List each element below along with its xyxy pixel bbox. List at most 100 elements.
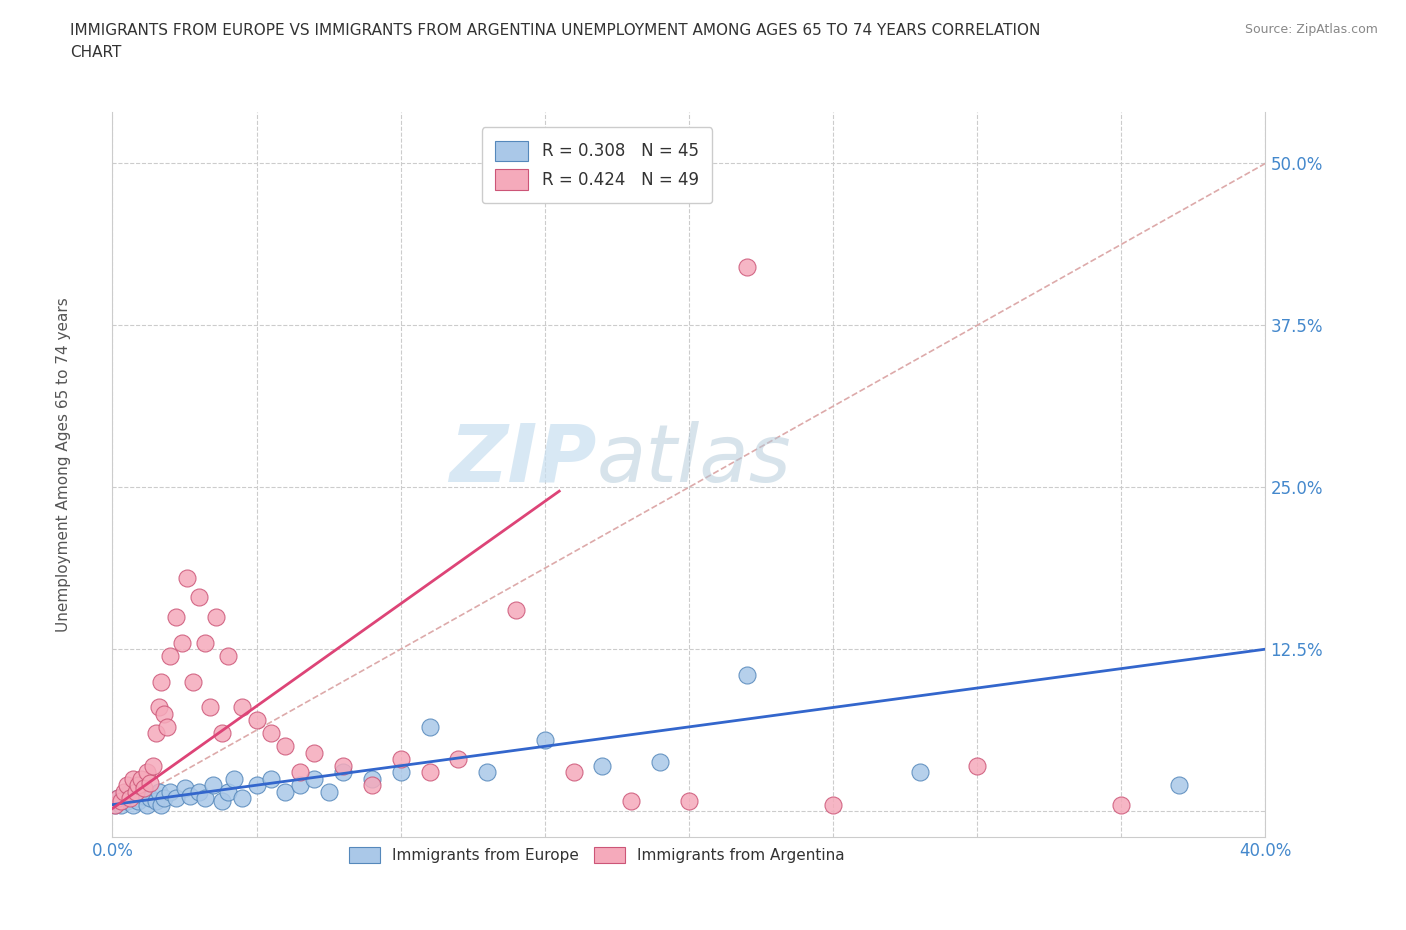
Point (139, 776, 162, 790)
Point (181, 674, 204, 689)
Point (159, 648, 181, 663)
Text: atlas: atlas (596, 420, 792, 498)
Point (121, 771, 143, 786)
Point (211, 726, 233, 741)
Point (194, 635, 217, 650)
Point (246, 713, 269, 728)
Point (318, 784, 340, 799)
Point (534, 733, 557, 748)
Point (129, 784, 153, 799)
Text: CHART: CHART (70, 45, 122, 60)
Point (260, 726, 283, 741)
Point (165, 790, 187, 805)
Point (966, 758, 988, 773)
Point (165, 609, 187, 624)
Point (288, 777, 311, 792)
Point (136, 764, 159, 779)
Point (110, 793, 132, 808)
Point (150, 674, 173, 689)
Point (735, 668, 758, 683)
Point (107, 790, 129, 805)
Point (110, 797, 132, 812)
Point (389, 764, 412, 779)
Point (188, 590, 211, 604)
Point (332, 764, 354, 779)
Point (735, 259, 758, 274)
Point (505, 603, 527, 618)
Point (419, 720, 441, 735)
Point (124, 790, 146, 805)
Point (222, 771, 245, 786)
Point (104, 797, 127, 812)
Point (274, 784, 297, 799)
Point (112, 784, 135, 799)
Text: Source: ZipAtlas.com: Source: ZipAtlas.com (1244, 23, 1378, 36)
Point (107, 790, 129, 805)
Point (217, 784, 239, 799)
Point (179, 788, 201, 803)
Point (129, 771, 153, 786)
Point (194, 790, 217, 805)
Text: ZIP: ZIP (450, 420, 596, 498)
Point (142, 758, 165, 773)
Point (620, 793, 643, 808)
Point (274, 738, 297, 753)
Point (121, 797, 143, 812)
Point (205, 609, 228, 624)
Point (419, 764, 441, 779)
Point (217, 648, 239, 663)
Point (134, 780, 156, 795)
Point (159, 784, 181, 799)
Point (332, 758, 354, 773)
Point (148, 700, 170, 715)
Point (260, 771, 283, 786)
Point (136, 797, 159, 812)
Point (173, 780, 195, 795)
Point (908, 764, 931, 779)
Point (150, 797, 173, 812)
Point (115, 777, 138, 792)
Point (145, 793, 167, 808)
Point (360, 771, 382, 786)
Point (650, 754, 672, 769)
Point (1111, 797, 1133, 812)
Point (112, 788, 135, 803)
Legend: Immigrants from Europe, Immigrants from Argentina: Immigrants from Europe, Immigrants from … (343, 841, 851, 870)
Point (124, 784, 146, 799)
Point (246, 777, 269, 792)
Point (678, 793, 700, 808)
Point (188, 784, 211, 799)
Point (104, 797, 127, 812)
Point (304, 771, 326, 786)
Point (200, 700, 222, 715)
Point (231, 790, 253, 805)
Point (170, 635, 193, 650)
Text: IMMIGRANTS FROM EUROPE VS IMMIGRANTS FROM ARGENTINA UNEMPLOYMENT AMONG AGES 65 T: IMMIGRANTS FROM EUROPE VS IMMIGRANTS FRO… (70, 23, 1040, 38)
Point (475, 764, 499, 779)
Point (592, 758, 614, 773)
Point (304, 745, 326, 760)
Point (139, 790, 162, 805)
Text: Unemployment Among Ages 65 to 74 years: Unemployment Among Ages 65 to 74 years (56, 298, 70, 632)
Point (115, 793, 138, 808)
Point (127, 793, 149, 808)
Point (134, 788, 156, 803)
Point (821, 797, 844, 812)
Point (153, 790, 176, 805)
Point (153, 707, 176, 722)
Point (389, 751, 412, 766)
Point (211, 793, 233, 808)
Point (127, 777, 149, 792)
Point (202, 777, 225, 792)
Point (145, 726, 167, 741)
Point (562, 764, 585, 779)
Point (118, 790, 141, 805)
Point (360, 777, 382, 792)
Point (447, 751, 470, 766)
Point (118, 784, 141, 799)
Point (156, 720, 179, 735)
Point (176, 570, 198, 585)
Point (148, 784, 170, 799)
Point (1167, 777, 1189, 792)
Point (231, 700, 253, 715)
